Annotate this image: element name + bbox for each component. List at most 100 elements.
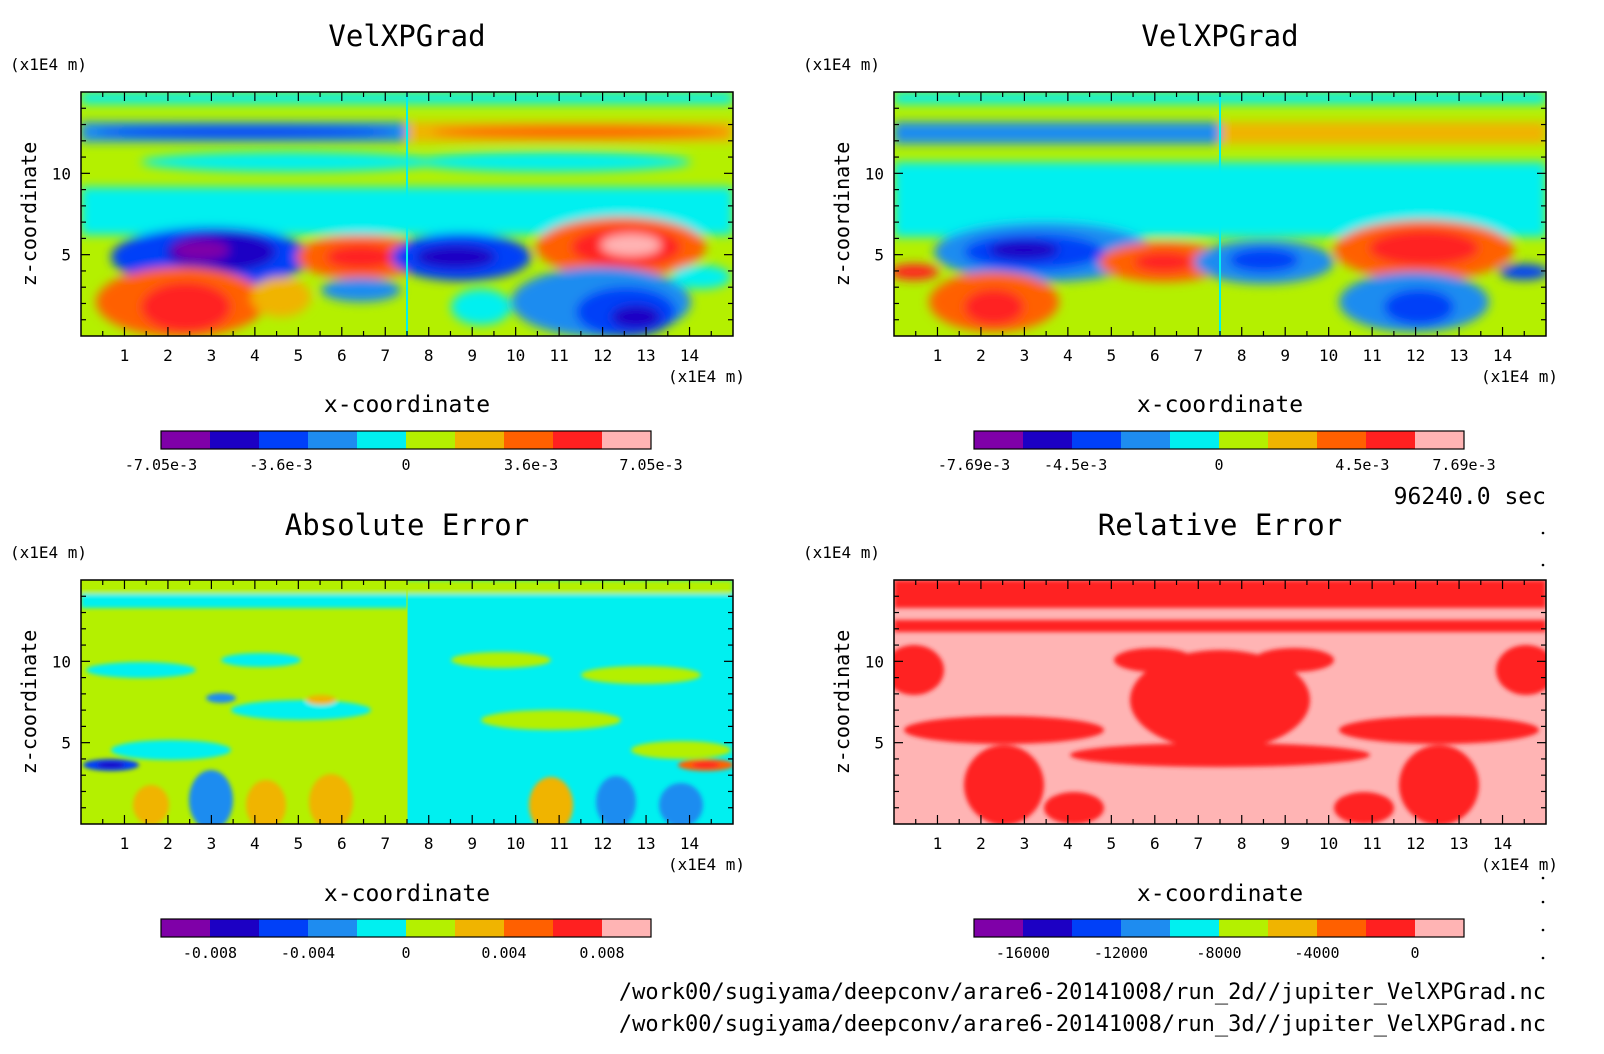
y-axis-label: z-coordinate bbox=[830, 142, 854, 287]
colorbar-segment bbox=[1317, 431, 1367, 449]
x-tick-label: 9 bbox=[1280, 346, 1290, 365]
x-tick-label: 1 bbox=[120, 346, 130, 365]
colorbar-frame bbox=[160, 918, 652, 938]
y-tick-label: 10 bbox=[865, 164, 884, 183]
x-tick-label: 14 bbox=[1493, 346, 1512, 365]
colorbar-segment bbox=[357, 431, 407, 449]
colorbar-segment bbox=[259, 919, 309, 937]
x-tick-label: 10 bbox=[506, 346, 525, 365]
x-tick-label: 4 bbox=[1063, 834, 1073, 853]
colorbar-label: 0 bbox=[1214, 456, 1223, 474]
y-unit-label: (x1E4 m) bbox=[803, 543, 880, 562]
x-tick-label: 9 bbox=[467, 834, 477, 853]
x-unit-label: (x1E4 m) bbox=[668, 367, 745, 386]
x-axis-label: x-coordinate bbox=[324, 392, 490, 418]
colorbar-segment bbox=[406, 431, 456, 449]
x-axis-label: x-coordinate bbox=[324, 881, 490, 907]
colorbar-label: 0 bbox=[401, 944, 410, 962]
colorbar-segment bbox=[455, 919, 505, 937]
colorbar-label: -0.008 bbox=[183, 944, 237, 962]
x-tick-label: 12 bbox=[1406, 346, 1425, 365]
y-unit-label: (x1E4 m) bbox=[803, 55, 880, 74]
colorbar-frame bbox=[973, 430, 1465, 450]
colorbar-segment bbox=[1121, 919, 1171, 937]
chart-title: Absolute Error bbox=[285, 508, 529, 542]
x-tick-label: 2 bbox=[163, 346, 173, 365]
panel-1: 1 2 3 4 5 6 7 8 9 10 11 12 13 14 510 bbox=[52, 91, 734, 365]
x-ticks: 1 2 3 4 5 6 7 8 9 10 11 12 13 14 bbox=[915, 580, 1525, 853]
colorbar-label: 7.05e-3 bbox=[619, 456, 682, 474]
x-tick-label: 1 bbox=[933, 346, 943, 365]
x-tick-label: 7 bbox=[380, 346, 390, 365]
colorbar-label: 3.6e-3 bbox=[504, 456, 558, 474]
x-tick-label: 8 bbox=[424, 834, 434, 853]
x-tick-label: 7 bbox=[380, 834, 390, 853]
colorbar-label: -7.69e-3 bbox=[938, 456, 1010, 474]
y-tick-label: 10 bbox=[865, 652, 884, 671]
x-tick-label: 6 bbox=[337, 834, 347, 853]
colorbar-label: 4.5e-3 bbox=[1335, 456, 1389, 474]
x-tick-label: 5 bbox=[1107, 346, 1117, 365]
colorbar-1: -7.05e-3 -3.6e-3 0 3.6e-3 7.05e-3 bbox=[125, 430, 683, 474]
x-tick-label: 10 bbox=[1319, 346, 1338, 365]
x-tick-label: 6 bbox=[1150, 346, 1160, 365]
x-tick-label: 11 bbox=[1363, 834, 1382, 853]
colorbar-segment bbox=[210, 919, 260, 937]
colorbar-segment bbox=[308, 431, 358, 449]
x-tick-label: 2 bbox=[976, 346, 986, 365]
colorbar-segment bbox=[1121, 431, 1171, 449]
x-tick-label: 9 bbox=[1280, 834, 1290, 853]
panel-2: 1 2 3 4 5 6 7 8 9 10 11 12 13 14 510 bbox=[865, 91, 1547, 365]
x-tick-label: 2 bbox=[163, 834, 173, 853]
x-tick-label: 12 bbox=[1406, 834, 1425, 853]
colorbar-segment bbox=[553, 919, 603, 937]
colorbar-segment bbox=[1072, 919, 1122, 937]
colorbar-segment bbox=[1072, 431, 1122, 449]
colorbar-segment bbox=[357, 919, 407, 937]
colorbar-segment bbox=[1023, 431, 1073, 449]
y-tick-label: 10 bbox=[52, 164, 71, 183]
x-tick-label: 12 bbox=[593, 834, 612, 853]
edge-dots bbox=[1541, 531, 1545, 960]
y-unit-label: (x1E4 m) bbox=[10, 543, 87, 562]
panel-3: 1 2 3 4 5 6 7 8 9 10 11 12 13 14 510 bbox=[52, 579, 734, 853]
x-tick-label: 14 bbox=[1493, 834, 1512, 853]
x-tick-label: 8 bbox=[1237, 346, 1247, 365]
x-tick-label: 5 bbox=[294, 346, 304, 365]
x-tick-label: 3 bbox=[1020, 346, 1030, 365]
x-unit-label: (x1E4 m) bbox=[1481, 855, 1558, 874]
colorbar-segment bbox=[1170, 919, 1220, 937]
x-tick-label: 8 bbox=[1237, 834, 1247, 853]
colorbar-segment bbox=[161, 919, 211, 937]
x-unit-label: (x1E4 m) bbox=[1481, 367, 1558, 386]
colorbar-segment bbox=[1268, 919, 1318, 937]
colorbar-segment bbox=[504, 919, 554, 937]
colorbar-segment bbox=[553, 431, 603, 449]
colorbar-label: 7.69e-3 bbox=[1432, 456, 1495, 474]
x-tick-label: 10 bbox=[506, 834, 525, 853]
y-ticks: 5 10 bbox=[52, 107, 733, 321]
x-tick-label: 13 bbox=[636, 346, 655, 365]
colorbar-segment bbox=[1317, 919, 1367, 937]
chart-title: Relative Error bbox=[1098, 508, 1342, 542]
x-tick-label: 13 bbox=[1449, 834, 1468, 853]
colorbar-label: -8000 bbox=[1196, 944, 1241, 962]
x-ticks: 1 2 3 4 5 6 7 8 9 10 11 12 13 14 bbox=[102, 92, 712, 365]
y-tick-label: 5 bbox=[874, 246, 884, 265]
x-tick-label: 5 bbox=[1107, 834, 1117, 853]
x-tick-label: 7 bbox=[1193, 834, 1203, 853]
x-tick-label: 3 bbox=[207, 346, 217, 365]
colorbar-label: 0 bbox=[401, 456, 410, 474]
x-tick-label: 9 bbox=[467, 346, 477, 365]
colorbar-segment bbox=[1023, 919, 1073, 937]
colorbar-segment bbox=[1170, 431, 1220, 449]
colorbar-segment bbox=[308, 919, 358, 937]
x-tick-label: 2 bbox=[976, 834, 986, 853]
colorbar-label: 0.008 bbox=[579, 944, 624, 962]
colorbar-3: -0.008 -0.004 0 0.004 0.008 bbox=[160, 918, 652, 962]
colorbar-segment bbox=[602, 919, 652, 937]
y-tick-label: 5 bbox=[61, 734, 71, 753]
chart-title: VelXPGrad bbox=[1141, 19, 1298, 53]
colorbar-segment bbox=[259, 431, 309, 449]
colorbar-segment bbox=[1366, 919, 1416, 937]
